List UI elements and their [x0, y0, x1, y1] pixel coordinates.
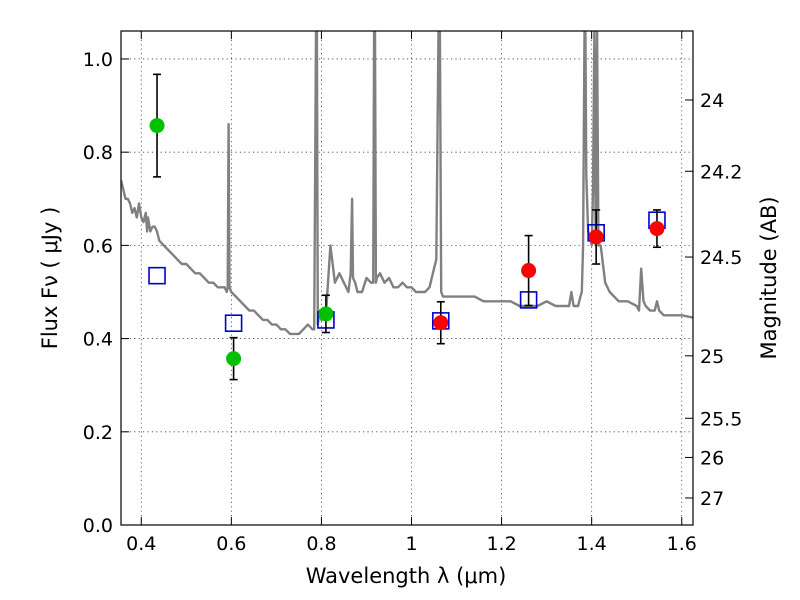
nir-flux-point — [521, 263, 537, 279]
y2-tick-label: 24.5 — [700, 247, 742, 269]
y2-axis-label: Magnitude (AB) — [757, 196, 781, 359]
grid — [121, 31, 693, 526]
model-flux-square — [148, 266, 166, 285]
plot-frame — [120, 30, 694, 526]
nir-flux-point — [649, 221, 665, 237]
nir-flux-point — [433, 315, 449, 331]
y2-tick-label: 24 — [700, 90, 724, 112]
y2-tick-label: 25 — [700, 346, 724, 368]
x-axis-label-text: Wavelength λ (μm) — [306, 564, 507, 588]
x-tick-label: 0.6 — [216, 533, 246, 555]
y-tick-label: 0.6 — [83, 235, 113, 257]
y2-axis-label-text: Magnitude (AB) — [757, 196, 781, 359]
y-axis-label: Flux Fν ( μJy ) — [38, 207, 62, 350]
x-tick-label: 0.4 — [126, 533, 156, 555]
y2-tick-label: 24.2 — [700, 161, 742, 183]
optical-flux-point — [149, 118, 165, 134]
plot-area — [121, 31, 693, 381]
model-flux-square — [224, 314, 243, 333]
axis-ticks: 0.4 0.6 0.8 1 1.2 1.4 1.6 0.0 0.2 0.4 0.6 0.8 1.0 24 2… — [83, 31, 742, 555]
y2-tick-label: 27 — [700, 488, 724, 510]
x-tick-label: 1.2 — [486, 533, 516, 555]
y-tick-label: 0.8 — [83, 142, 113, 164]
x-axis-label: Wavelength λ (μm) — [306, 564, 507, 588]
x-tick-label: 1.6 — [667, 533, 697, 555]
optical-flux-point — [226, 351, 242, 367]
spectrum-line — [121, 31, 693, 336]
nir-flux-point — [588, 229, 604, 245]
optical-flux-point — [318, 306, 334, 322]
y2-tick-label: 25.5 — [700, 408, 742, 430]
y-tick-label: 0.0 — [83, 515, 113, 537]
x-tick-label: 0.8 — [306, 533, 336, 555]
x-tick-label: 1 — [405, 533, 417, 555]
x-tick-label: 1.4 — [577, 533, 607, 555]
y-tick-label: 0.2 — [83, 422, 113, 444]
y-axis-label-text: Flux Fν ( μJy ) — [38, 207, 62, 350]
y2-tick-label: 26 — [700, 447, 724, 469]
y-tick-label: 0.4 — [83, 329, 113, 351]
y-tick-label: 1.0 — [83, 49, 113, 71]
